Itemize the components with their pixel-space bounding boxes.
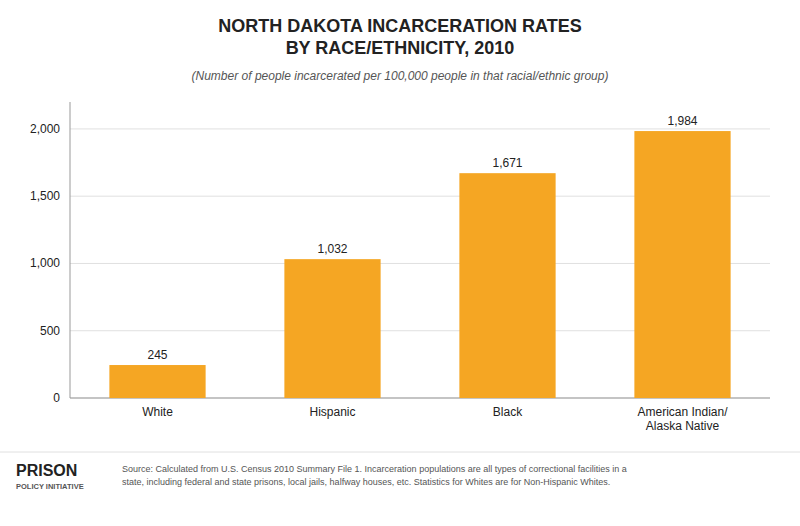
background bbox=[0, 0, 800, 526]
y-tick-label: 1,500 bbox=[30, 189, 60, 203]
x-tick-label: American Indian/Alaska Native bbox=[637, 405, 728, 433]
bar bbox=[459, 173, 555, 398]
bar bbox=[284, 259, 380, 398]
y-tick-label: 500 bbox=[40, 324, 60, 338]
y-tick-label: 0 bbox=[53, 391, 60, 405]
y-tick-label: 1,000 bbox=[30, 256, 60, 270]
grid-line bbox=[70, 128, 770, 129]
title: NORTH DAKOTA INCARCERATION RATESBY RACE/… bbox=[218, 16, 581, 58]
data-label: 1,032 bbox=[317, 242, 347, 256]
source-note: Source: Calculated from U.S. Census 2010… bbox=[122, 464, 627, 487]
footer-separator bbox=[0, 452, 800, 453]
x-tick-label: Hispanic bbox=[309, 405, 355, 419]
logo-subtext: POLICY INITIATIVE bbox=[16, 482, 84, 491]
data-label: 1,984 bbox=[667, 114, 697, 128]
data-label: 1,671 bbox=[492, 156, 522, 170]
logo-text: PRISON bbox=[16, 462, 77, 479]
chart-container: NORTH DAKOTA INCARCERATION RATESBY RACE/… bbox=[0, 0, 800, 526]
y-tick-label: 2,000 bbox=[30, 122, 60, 136]
subtitle: (Number of people incarcerated per 100,0… bbox=[192, 69, 609, 83]
data-label: 245 bbox=[147, 348, 167, 362]
chart: NORTH DAKOTA INCARCERATION RATESBY RACE/… bbox=[0, 0, 800, 526]
x-tick-label: Black bbox=[493, 405, 523, 419]
bar bbox=[109, 365, 205, 398]
x-tick-label: White bbox=[142, 405, 173, 419]
y-axis-line bbox=[70, 102, 71, 398]
bar bbox=[634, 131, 730, 398]
bars bbox=[109, 131, 730, 398]
